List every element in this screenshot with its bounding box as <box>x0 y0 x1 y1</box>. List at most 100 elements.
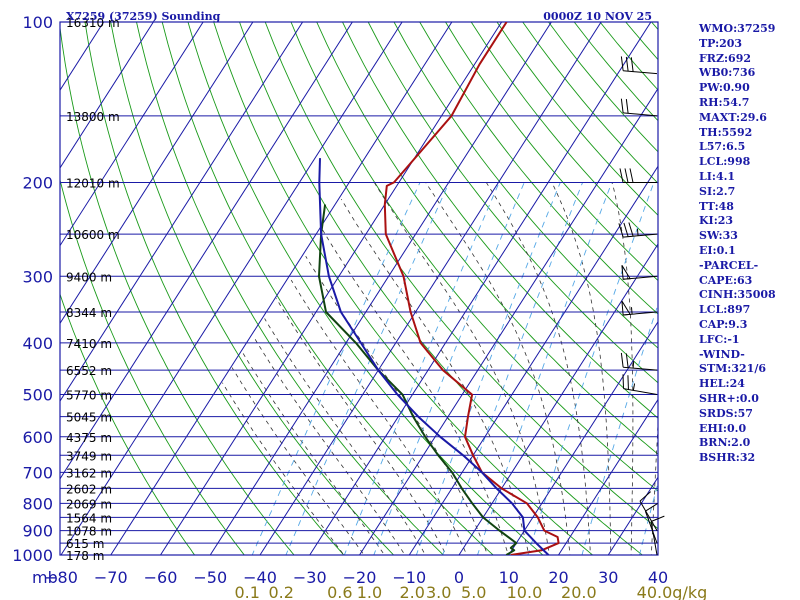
wind-barb-half-feather <box>632 383 636 391</box>
pressure-unit-label: mb <box>32 568 58 587</box>
temperature-tick-label: −60 <box>144 568 178 587</box>
wind-barb-staff <box>623 70 658 75</box>
parameter-item: SW:33 <box>699 229 738 243</box>
mixing-ratio-line <box>251 182 421 555</box>
wind-barb-feather <box>623 222 629 237</box>
mixing-ratio-label: 0.2 <box>268 583 293 600</box>
dry-adiabat <box>136 22 444 555</box>
wind-barb-feather <box>619 168 624 183</box>
isotherm <box>160 22 503 555</box>
wind-barb <box>621 300 658 316</box>
pressure-tick-label: 500 <box>22 386 53 405</box>
wind-barb-staff <box>623 388 658 396</box>
parameter-item: RH:54.7 <box>699 95 750 109</box>
isotherm <box>60 22 154 169</box>
parameter-item: STM:321/6 <box>699 362 766 376</box>
parameter-item: TP:203 <box>699 36 743 50</box>
parameter-item: -WIND- <box>699 347 745 361</box>
isotherm <box>60 22 254 325</box>
height-label: 5770 m <box>66 389 112 403</box>
isotherm <box>458 243 658 555</box>
pressure-tick-label: 800 <box>22 494 53 513</box>
isotherm <box>408 165 658 555</box>
temperature-tick-label: 40 <box>648 568 668 587</box>
mixing-ratio-label: 20.0 <box>561 583 597 600</box>
dewpoint-line <box>318 204 518 555</box>
parameter-item: CINH:35008 <box>699 288 776 302</box>
height-label: 6552 m <box>66 364 112 378</box>
dry-adiabat <box>84 22 345 555</box>
moist-adiabat <box>650 416 658 555</box>
isotherm <box>209 22 552 555</box>
pressure-tick-label: 400 <box>22 334 53 353</box>
mixing-ratio-line <box>373 182 525 555</box>
dry-adiabat <box>60 292 196 555</box>
temperature-tick-label: 20 <box>548 568 568 587</box>
dry-adiabat <box>110 22 395 555</box>
parameter-item: CAPE:63 <box>699 273 753 287</box>
wind-barb-feather <box>650 515 665 522</box>
wind-barb-staff <box>644 511 658 544</box>
dry-adiabat <box>239 22 644 555</box>
pressure-tick-label: 100 <box>22 13 53 32</box>
dry-adiabat <box>367 22 658 384</box>
dry-adiabat <box>290 22 658 492</box>
moist-adiabat <box>551 182 612 555</box>
height-label: 3162 m <box>66 466 112 480</box>
height-label: 615 m <box>66 537 104 551</box>
dry-adiabat <box>393 22 658 349</box>
dry-adiabat <box>470 22 658 249</box>
parcel-line <box>318 158 550 555</box>
parameter-item: L57:6.5 <box>699 140 746 154</box>
parameter-item: LCL:897 <box>699 303 751 317</box>
wind-barb-staff <box>639 500 658 531</box>
dry-adiabat <box>60 24 295 555</box>
isotherm <box>60 22 204 247</box>
isotherm <box>558 398 658 555</box>
wind-barb-staff <box>623 366 658 371</box>
temperature-tick-label: −70 <box>94 568 128 587</box>
mixing-ratio-label: 2.0 <box>399 583 424 600</box>
wind-barb <box>619 168 657 183</box>
parameter-item: MAXT:29.6 <box>699 110 767 124</box>
temperature-tick-label: −50 <box>193 568 227 587</box>
height-label: 10600 m <box>66 228 120 242</box>
pressure-tick-label: 600 <box>22 428 53 447</box>
wind-barb-pennant <box>621 265 631 280</box>
moist-adiabat <box>321 229 509 555</box>
parameter-item: WB0:736 <box>699 66 756 80</box>
temperature-tick-label: −40 <box>243 568 277 587</box>
parameter-item: LCL:998 <box>699 155 751 169</box>
height-label: 2602 m <box>66 482 112 496</box>
wind-barb-feather <box>620 98 624 113</box>
pressure-tick-label: 700 <box>22 463 53 482</box>
isotherm <box>309 22 652 555</box>
wind-barb <box>618 222 658 238</box>
moist-adiabat <box>611 182 634 555</box>
parameter-item: BSHR:32 <box>699 451 756 465</box>
wind-barb-feather <box>627 375 629 390</box>
temperature-tick-label: 0 <box>454 568 464 587</box>
wind-barb <box>622 374 658 396</box>
parameter-item: -PARCEL- <box>699 258 759 272</box>
isotherm <box>359 87 658 555</box>
wind-barb-feather <box>620 56 624 71</box>
parameter-item: LI:4.1 <box>699 169 736 183</box>
wind-barb-feather <box>630 57 634 72</box>
mixing-ratio-line <box>285 182 450 555</box>
height-label: 178 m <box>66 549 104 563</box>
height-label: 9400 m <box>66 270 112 284</box>
height-label: 5045 m <box>66 411 112 425</box>
mixing-ratio-line <box>442 182 584 555</box>
mixing-ratio-line <box>639 481 658 555</box>
temperature-tick-label: 10 <box>499 568 519 587</box>
dry-adiabat <box>60 178 245 555</box>
parameter-item: KI:23 <box>699 214 734 228</box>
wind-barb <box>621 265 658 280</box>
dry-adiabat <box>445 22 658 282</box>
wind-barb-half-feather <box>636 228 639 236</box>
mixing-ratio-label: 5.0 <box>461 583 486 600</box>
moist-adiabat <box>340 198 530 555</box>
wind-barb-feather <box>625 353 629 368</box>
sounding-title: X7259 (37259) Sounding <box>66 10 221 23</box>
